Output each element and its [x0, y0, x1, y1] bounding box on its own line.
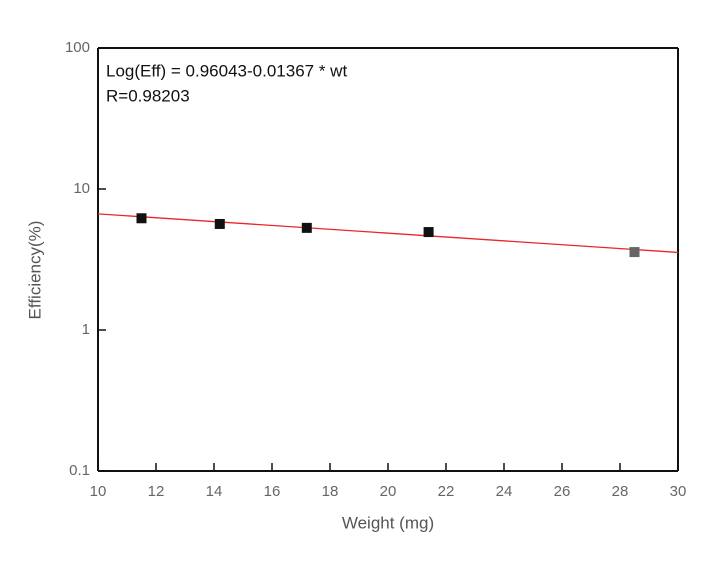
point	[301, 222, 312, 233]
y-tick-label: 10	[73, 180, 90, 197]
annotation: R=0.98203	[106, 86, 190, 105]
y-tick-label: 1	[82, 321, 90, 338]
x-tick-label: 10	[90, 483, 107, 500]
point	[423, 227, 434, 238]
x-tick-label: 12	[148, 483, 165, 500]
point	[629, 247, 640, 258]
x-tick-label: 26	[554, 483, 571, 500]
y-axis-label: Efficiency(%)	[25, 221, 44, 320]
fit-line	[97, 213, 679, 254]
x-tick-label: 24	[496, 483, 513, 500]
y-tick-label: 0.1	[69, 462, 90, 479]
point	[136, 213, 147, 224]
annotation: Log(Eff) = 0.96043-0.01367 * wt	[106, 61, 347, 80]
point	[214, 218, 225, 229]
x-tick-label: 30	[670, 483, 687, 500]
x-tick-label: 20	[380, 483, 397, 500]
x-tick-label: 22	[438, 483, 455, 500]
x-axis-label: Weight (mg)	[342, 513, 434, 532]
y-tick-label: 100	[65, 39, 90, 56]
x-tick-label: 28	[612, 483, 629, 500]
x-tick-label: 18	[322, 483, 339, 500]
x-tick-label: 14	[206, 483, 223, 500]
x-tick-label: 16	[264, 483, 281, 500]
